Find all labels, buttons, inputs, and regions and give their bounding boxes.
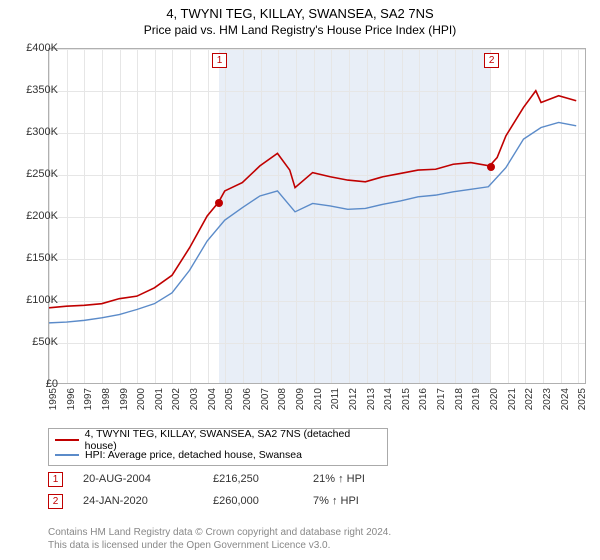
x-axis-label: 1998	[101, 388, 112, 410]
x-axis-label: 2025	[577, 388, 588, 410]
y-axis-label: £250K	[26, 168, 58, 180]
y-axis-label: £400K	[26, 42, 58, 54]
annotation-price: £216,250	[213, 473, 293, 485]
annotation-date: 24-JAN-2020	[83, 495, 193, 507]
annotation-row: 1 20-AUG-2004 £216,250 21% ↑ HPI	[48, 468, 433, 490]
series-line-hpi	[49, 122, 576, 322]
x-axis-label: 2013	[366, 388, 377, 410]
annotation-row: 2 24-JAN-2020 £260,000 7% ↑ HPI	[48, 490, 433, 512]
marker-dot	[487, 163, 495, 171]
x-axis-label: 2004	[207, 388, 218, 410]
x-axis-label: 2019	[471, 388, 482, 410]
annotation-pct: 21% ↑ HPI	[313, 473, 433, 485]
x-axis-label: 2017	[436, 388, 447, 410]
chart-area: 12	[48, 48, 586, 384]
x-axis-label: 2016	[418, 388, 429, 410]
x-axis-label: 1999	[119, 388, 130, 410]
legend-swatch	[55, 454, 79, 456]
y-axis-label: £150K	[26, 252, 58, 264]
x-axis-label: 2008	[277, 388, 288, 410]
x-axis-label: 2022	[524, 388, 535, 410]
legend-box: 4, TWYNI TEG, KILLAY, SWANSEA, SA2 7NS (…	[48, 428, 388, 466]
chart-container: 4, TWYNI TEG, KILLAY, SWANSEA, SA2 7NS P…	[0, 0, 600, 560]
x-axis-label: 2010	[313, 388, 324, 410]
series-line-price_paid	[49, 91, 576, 308]
x-axis-label: 2002	[171, 388, 182, 410]
x-axis-label: 2018	[454, 388, 465, 410]
x-axis-label: 2007	[260, 388, 271, 410]
legend-label: HPI: Average price, detached house, Swan…	[85, 449, 302, 461]
x-axis-label: 2021	[507, 388, 518, 410]
y-axis-label: £200K	[26, 210, 58, 222]
y-axis-label: £350K	[26, 84, 58, 96]
x-axis-label: 2015	[401, 388, 412, 410]
line-svg	[49, 49, 585, 383]
y-axis-label: £50K	[32, 336, 58, 348]
footer-line: Contains HM Land Registry data © Crown c…	[48, 527, 391, 540]
x-axis-label: 2020	[489, 388, 500, 410]
x-axis-label: 2012	[348, 388, 359, 410]
x-axis-label: 2024	[560, 388, 571, 410]
marker-number-icon: 2	[48, 494, 63, 509]
annotation-block: 1 20-AUG-2004 £216,250 21% ↑ HPI 2 24-JA…	[48, 468, 433, 512]
marker-dot	[215, 199, 223, 207]
title-subtitle: Price paid vs. HM Land Registry's House …	[0, 23, 600, 37]
title-address: 4, TWYNI TEG, KILLAY, SWANSEA, SA2 7NS	[0, 6, 600, 21]
x-axis-label: 1996	[66, 388, 77, 410]
x-axis-label: 2009	[295, 388, 306, 410]
x-axis-label: 2006	[242, 388, 253, 410]
legend-row: 4, TWYNI TEG, KILLAY, SWANSEA, SA2 7NS (…	[55, 432, 381, 447]
annotation-pct: 7% ↑ HPI	[313, 495, 433, 507]
y-axis-label: £300K	[26, 126, 58, 138]
x-axis-label: 2023	[542, 388, 553, 410]
footer-attribution: Contains HM Land Registry data © Crown c…	[48, 527, 391, 552]
marker-number-icon: 2	[484, 53, 499, 68]
annotation-price: £260,000	[213, 495, 293, 507]
x-axis-label: 2014	[383, 388, 394, 410]
x-axis-label: 1995	[48, 388, 59, 410]
legend-swatch	[55, 439, 79, 441]
x-axis-label: 2011	[330, 388, 341, 410]
annotation-date: 20-AUG-2004	[83, 473, 193, 485]
marker-number-icon: 1	[48, 472, 63, 487]
x-axis-label: 1997	[83, 388, 94, 410]
x-axis-label: 2005	[224, 388, 235, 410]
footer-line: This data is licensed under the Open Gov…	[48, 540, 391, 553]
title-block: 4, TWYNI TEG, KILLAY, SWANSEA, SA2 7NS P…	[0, 0, 600, 37]
x-axis-label: 2003	[189, 388, 200, 410]
x-axis-label: 2001	[154, 388, 165, 410]
y-axis-label: £100K	[26, 294, 58, 306]
plot-area: 12	[48, 48, 586, 384]
x-axis-label: 2000	[136, 388, 147, 410]
marker-number-icon: 1	[212, 53, 227, 68]
